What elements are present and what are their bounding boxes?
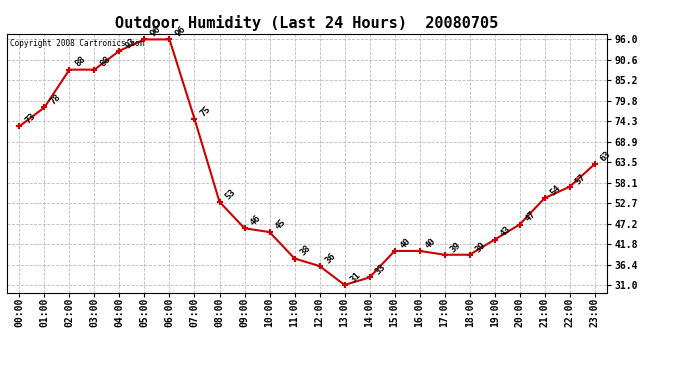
Text: 40: 40 <box>399 236 413 250</box>
Text: 78: 78 <box>48 93 63 106</box>
Text: 43: 43 <box>499 225 513 239</box>
Text: Copyright 2008 Cartronics.com: Copyright 2008 Cartronics.com <box>10 39 144 48</box>
Text: 93: 93 <box>124 36 137 50</box>
Text: 39: 39 <box>448 240 463 254</box>
Text: 96: 96 <box>174 25 188 39</box>
Text: 88: 88 <box>74 55 88 69</box>
Text: 53: 53 <box>224 187 237 201</box>
Text: 45: 45 <box>274 217 288 231</box>
Text: 63: 63 <box>599 149 613 163</box>
Text: 33: 33 <box>374 262 388 277</box>
Text: 31: 31 <box>348 270 363 284</box>
Text: 38: 38 <box>299 244 313 258</box>
Text: 54: 54 <box>549 183 563 197</box>
Text: 88: 88 <box>99 55 112 69</box>
Text: 47: 47 <box>524 210 538 224</box>
Title: Outdoor Humidity (Last 24 Hours)  20080705: Outdoor Humidity (Last 24 Hours) 2008070… <box>115 15 499 31</box>
Text: 57: 57 <box>574 172 588 186</box>
Text: 73: 73 <box>23 111 37 126</box>
Text: 96: 96 <box>148 25 163 39</box>
Text: 75: 75 <box>199 104 213 118</box>
Text: 36: 36 <box>324 251 337 265</box>
Text: 39: 39 <box>474 240 488 254</box>
Text: 40: 40 <box>424 236 437 250</box>
Text: 46: 46 <box>248 213 263 228</box>
